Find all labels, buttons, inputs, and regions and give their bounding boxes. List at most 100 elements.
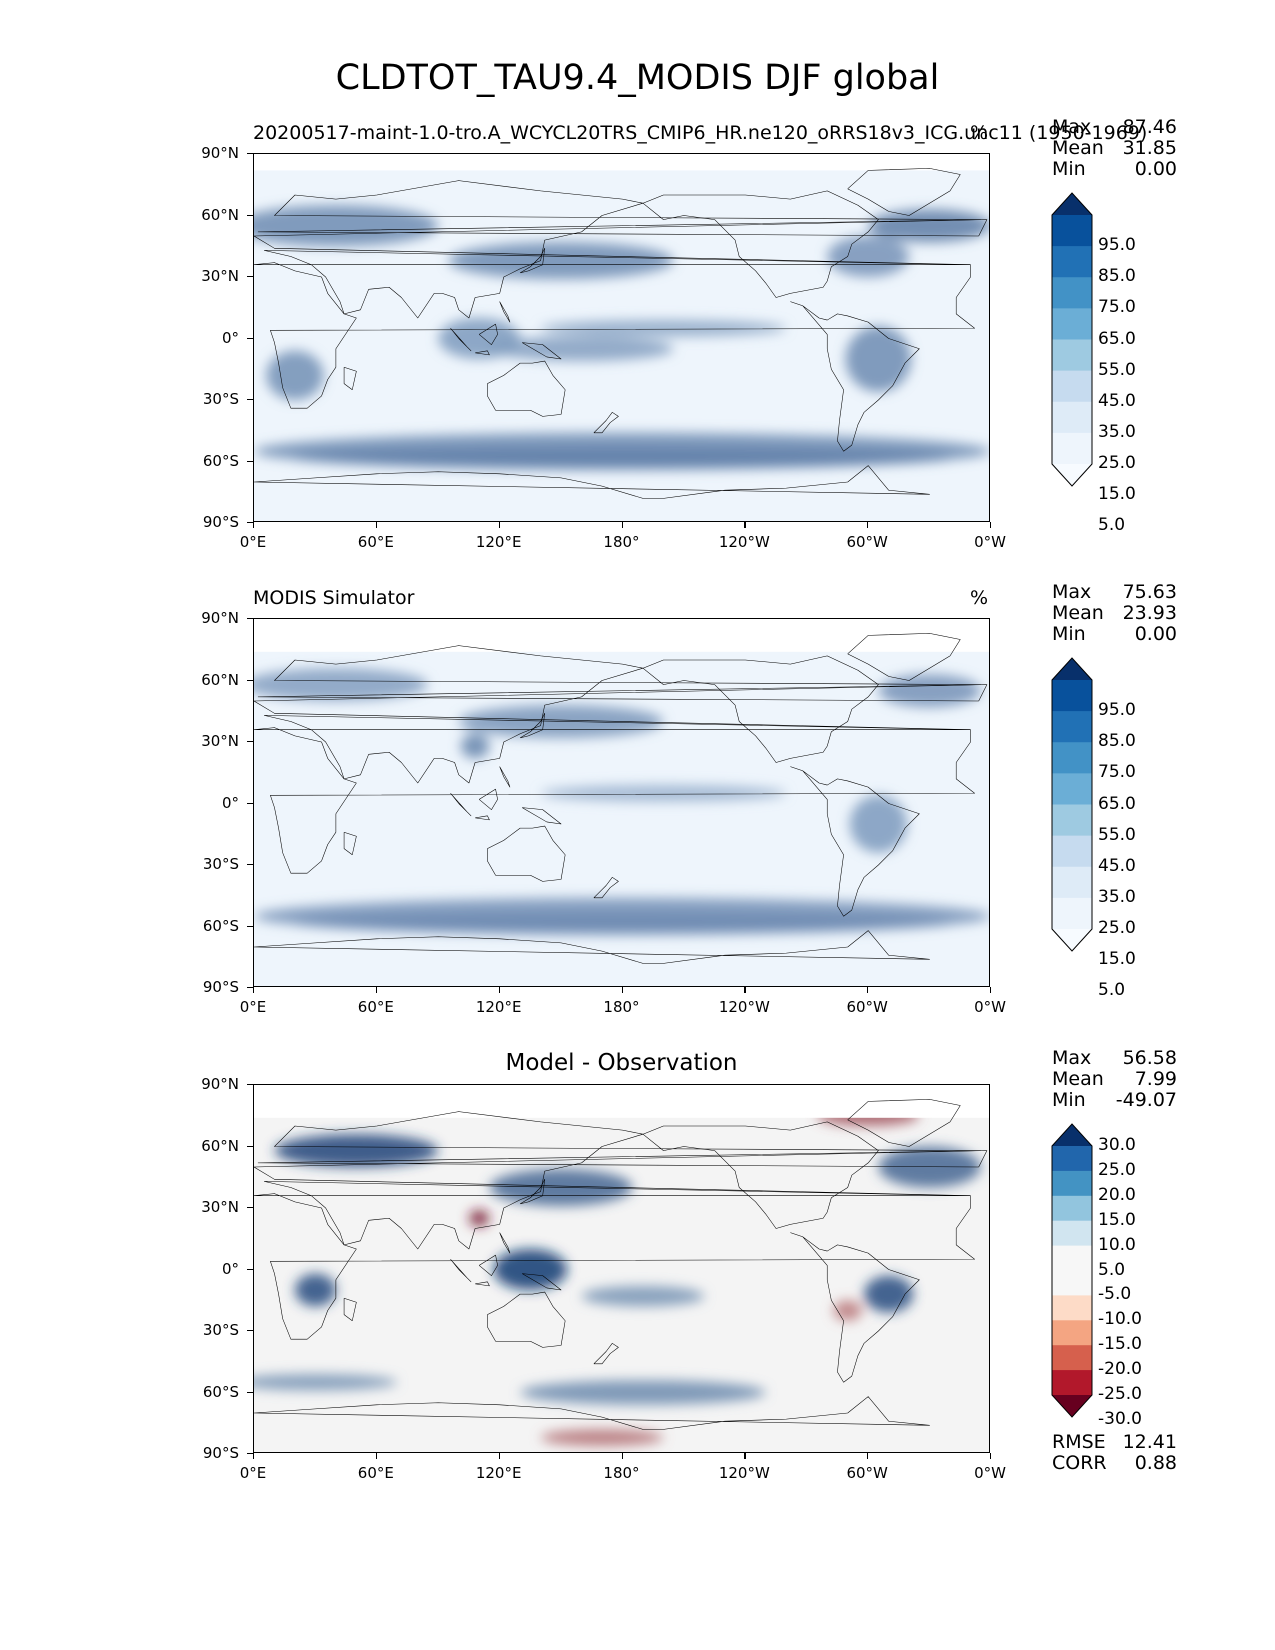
panel3-field-patch — [254, 1374, 398, 1391]
panel3-stat-value-mean: 7.99 — [1134, 1068, 1177, 1090]
panel1-coastline — [344, 367, 356, 390]
panel1-field-patch — [489, 336, 674, 362]
panel2-map — [253, 618, 990, 987]
panel2-coastline — [522, 808, 561, 824]
panel3-stat-label-mean: Mean — [1052, 1068, 1104, 1090]
panel3-coastline — [479, 1255, 497, 1276]
panel3-lat-tick: 30°N — [201, 1198, 239, 1216]
panel1-colorbar-segment — [1052, 370, 1092, 403]
panel3-colorbar-extend-top — [1052, 1124, 1092, 1146]
panel1-coastline — [643, 191, 878, 298]
panel3-stat-label-rmse: RMSE — [1052, 1431, 1106, 1453]
panel1-stat-label-min: Min — [1052, 158, 1086, 180]
panel1-lat-tick: 60°S — [202, 451, 239, 470]
panel1-coastline — [451, 328, 471, 351]
panel3-colorbar-segment — [1052, 1245, 1092, 1271]
panel2-field-patch — [254, 668, 428, 701]
panel2-colorbar-tick: 5.0 — [1098, 980, 1126, 1001]
panel1-colorbar-tick: 75.0 — [1098, 297, 1136, 318]
panel1-colorbar-tick: 95.0 — [1098, 235, 1136, 256]
panel3-lat-tick-mark — [247, 1268, 253, 1270]
panel2-lon-tick-mark — [498, 987, 500, 993]
panel3-lat-tick: 90°N — [201, 1075, 239, 1093]
panel3-colorbar-tick: 10.0 — [1098, 1234, 1136, 1255]
panel1-lon-tick-mark — [498, 522, 500, 528]
panel1-coastline — [258, 220, 987, 236]
panel1-coastline — [475, 351, 489, 355]
panel1-field-patch — [448, 242, 674, 280]
panel3-stat-label-max: Max — [1052, 1047, 1092, 1069]
panel3-colorbar — [1051, 1123, 1093, 1418]
panel3-lon-tick: 0°E — [239, 1464, 267, 1482]
panel3-lat-tick: 60°S — [202, 1382, 239, 1401]
panel2-coastline — [594, 877, 619, 898]
panel1-unit: % — [970, 122, 989, 144]
panel1-map — [253, 153, 990, 522]
panel3-colorbar-tick: 25.0 — [1098, 1159, 1136, 1180]
panel1-lon-tick: 0°E — [239, 533, 267, 551]
panel1-lat-tick-mark — [247, 399, 253, 401]
panel2-coastline — [475, 816, 489, 820]
panel1-stat-value-mean: 31.85 — [1122, 137, 1177, 159]
panel1-colorbar-segment — [1052, 401, 1092, 434]
panel1-lat-tick: 90°N — [201, 144, 239, 162]
panel1-lat-tick-mark — [247, 153, 253, 155]
panel1-lon-tick-mark — [375, 522, 378, 528]
panel1-field-patch — [868, 209, 989, 243]
panel1-field-patch — [540, 320, 787, 337]
panel2-lon-tick: 0°E — [239, 998, 267, 1016]
panel3-colorbar-tick: 5.0 — [1098, 1259, 1126, 1280]
panel3-lat-tick: 60°N — [201, 1136, 239, 1155]
panel2-lat-tick-mark — [247, 618, 253, 620]
panel2-colorbar-segment — [1052, 773, 1092, 805]
panel3-lat-tick: 30°S — [202, 1321, 239, 1339]
panel3-colorbar-segment — [1052, 1295, 1092, 1321]
panel2-lat-tick-mark — [247, 679, 253, 681]
panel1-coastline — [254, 466, 930, 499]
panel2-stat-value-mean: 23.93 — [1122, 602, 1177, 624]
panel3-colorbar-tick: -15.0 — [1098, 1334, 1142, 1355]
panel2-lat-tick: 30°S — [202, 855, 239, 873]
panel3-stat-label-corr: CORR — [1052, 1452, 1107, 1474]
panel1-coastline — [479, 324, 497, 345]
main-title: CLDTOT_TAU9.4_MODIS DJF global — [335, 58, 940, 98]
panel3-lon-tick: 120°W — [718, 1464, 770, 1482]
panel1-colorbar-tick: 15.0 — [1098, 484, 1136, 505]
panel1-colorbar — [1051, 192, 1093, 487]
panel2-colorbar-tick: 45.0 — [1098, 855, 1136, 876]
panel1-lon-tick: 60°E — [357, 533, 394, 551]
panel2-colorbar-tick: 75.0 — [1098, 762, 1136, 783]
panel3-lon-tick: 0°W — [974, 1464, 1006, 1482]
panel2-colorbar-tick: 65.0 — [1098, 793, 1136, 814]
panel2-colorbar-segment — [1052, 866, 1092, 899]
panel3-lon-tick-mark — [621, 1453, 623, 1459]
panel1-coastline — [790, 302, 919, 452]
panel1-lat-tick: 30°N — [201, 267, 239, 285]
panel2-colorbar-tick: 35.0 — [1098, 886, 1136, 907]
panel3-coastline — [254, 1397, 930, 1430]
panel3-stat-label-min: Min — [1052, 1089, 1086, 1111]
panel2-colorbar-tick: 95.0 — [1098, 700, 1136, 721]
panel2-colorbar-segment — [1052, 804, 1092, 837]
panel1-lat-tick-mark — [247, 214, 253, 216]
panel3-stat-value-rmse: 12.41 — [1122, 1431, 1177, 1453]
panel2-lon-tick: 60°E — [357, 998, 394, 1016]
panel1-field-patch — [438, 318, 521, 359]
panel3-lon-tick: 60°E — [357, 1464, 394, 1482]
panel2-coastline — [848, 633, 961, 680]
panel3-coastline — [643, 1122, 878, 1229]
panel3-lon-tick: 180° — [603, 1464, 640, 1482]
panel1-lon-tick: 120°E — [475, 533, 522, 551]
panel3-lat-tick-mark — [247, 1145, 253, 1147]
panel1-lon-tick-mark — [990, 522, 992, 528]
panel2-lat-tick: 90°S — [202, 978, 239, 996]
panel1-field-patch — [845, 326, 912, 392]
panel3-lat-tick-mark — [247, 1453, 253, 1455]
panel1-lon-tick-mark — [744, 522, 746, 528]
panel3-lat-tick-mark — [247, 1084, 253, 1086]
panel3-coastline — [848, 1099, 961, 1146]
panel3-colorbar-tick: -30.0 — [1098, 1408, 1142, 1429]
panel2-colorbar-tick: 55.0 — [1098, 824, 1136, 845]
panel2-lat-tick-mark — [247, 802, 253, 804]
panel1-stat-label-mean: Mean — [1052, 137, 1104, 159]
